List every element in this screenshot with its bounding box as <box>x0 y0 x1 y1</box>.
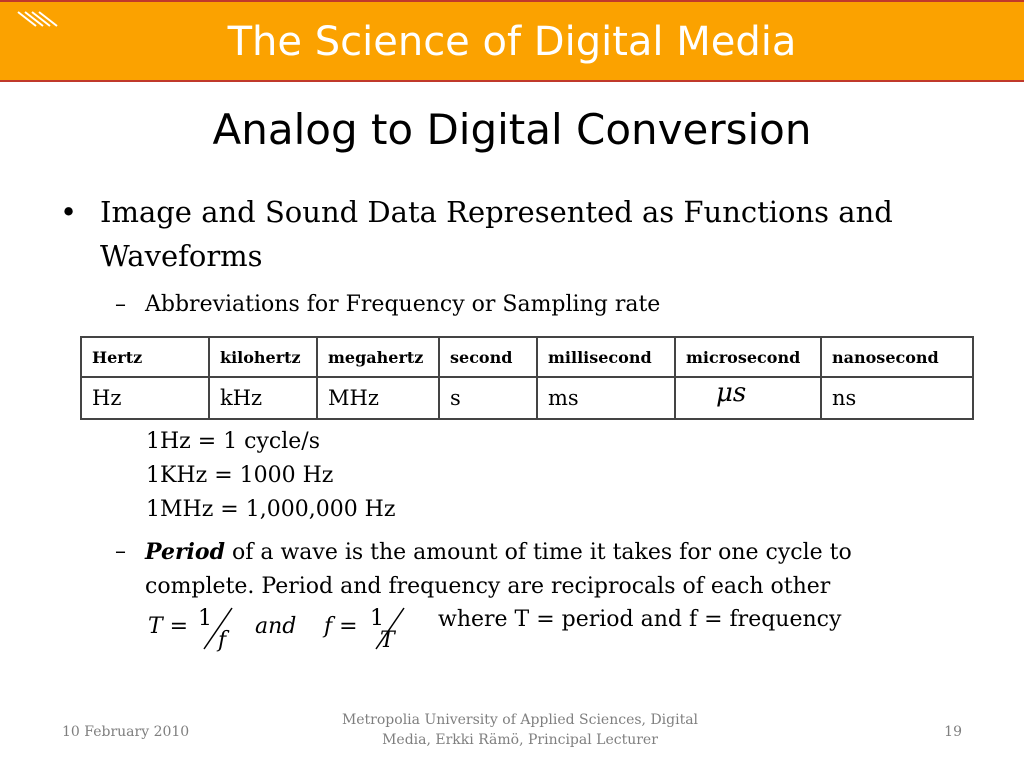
bullet-main-text: Image and Sound Data Represented as Func… <box>100 195 893 273</box>
period-term: Period <box>145 539 225 565</box>
table-header-cell: nanosecond <box>820 336 974 378</box>
conversion-line: 1MHz = 1,000,000 Hz <box>146 497 396 522</box>
formula-numerator: 1 <box>370 606 384 631</box>
sub-bullet-abbreviations: – Abbreviations for Frequency or Sampling… <box>115 288 660 322</box>
sub-bullet-period-text: Period of a wave is the amount of time i… <box>145 535 925 604</box>
table-header-cell: microsecond <box>674 336 822 378</box>
sub-bullet-abbreviations-text: Abbreviations for Frequency or Sampling … <box>145 292 661 317</box>
table-header-cell: megahertz <box>316 336 440 378</box>
slide-title: Analog to Digital Conversion <box>212 105 812 154</box>
sub-bullet-period: – Period of a wave is the amount of time… <box>115 535 925 604</box>
footer-author-line: Metropolia University of Applied Science… <box>341 712 699 728</box>
dash-marker: – <box>115 539 126 564</box>
table-cell: Hz <box>80 376 210 420</box>
bullet-dot: • <box>60 195 78 229</box>
formula-and: and <box>255 614 296 639</box>
abbreviation-table: Hertz kilohertz megahertz second millise… <box>80 336 974 420</box>
table-row: Hz kHz MHz s ms μs ns <box>80 376 974 420</box>
table-header-cell: kilohertz <box>208 336 318 378</box>
footer-author-line: Media, Erkki Rämö, Principal Lecturer <box>382 732 658 748</box>
conversion-line: 1KHz = 1000 Hz <box>146 463 334 488</box>
period-description: of a wave is the amount of time it takes… <box>145 540 852 599</box>
period-frequency-formula: T = 1 f and f = 1 T <box>148 606 405 653</box>
table-cell: ns <box>820 376 974 420</box>
conversion-list: 1Hz = 1 cycle/s 1KHz = 1000 Hz 1MHz = 1,… <box>146 425 395 527</box>
formula-explanation: where T = period and f = frequency <box>438 607 842 632</box>
table-cell: kHz <box>208 376 318 420</box>
footer-date: 10 February 2010 <box>62 724 190 740</box>
bullet-main: • Image and Sound Data Represented as Fu… <box>60 190 960 278</box>
footer-author: Metropolia University of Applied Science… <box>320 710 720 750</box>
formula-f-lhs: f = <box>322 614 358 639</box>
formula-fraction-slash <box>375 607 405 650</box>
header-title: The Science of Digital Media <box>227 19 797 65</box>
table-header-row: Hertz kilohertz megahertz second millise… <box>80 336 974 378</box>
conversion-line: 1Hz = 1 cycle/s <box>146 429 321 454</box>
table-cell: μs <box>674 376 822 420</box>
table-header-cell: Hertz <box>80 336 210 378</box>
table-header-cell: millisecond <box>536 336 676 378</box>
table-cell: s <box>438 376 538 420</box>
formula-denominator: T <box>380 628 397 653</box>
dash-marker: – <box>115 292 126 317</box>
table-cell: ms <box>536 376 676 420</box>
page-number: 19 <box>944 724 962 740</box>
header-bar: The Science of Digital Media <box>0 0 1024 82</box>
table-cell: MHz <box>316 376 440 420</box>
logo-stripes-icon <box>17 11 58 27</box>
table-header-cell: second <box>438 336 538 378</box>
formula-denominator: f <box>216 628 230 653</box>
formula-t-lhs: T = <box>148 614 188 639</box>
formula-fraction-slash <box>203 607 233 650</box>
formula-numerator: 1 <box>198 606 212 631</box>
